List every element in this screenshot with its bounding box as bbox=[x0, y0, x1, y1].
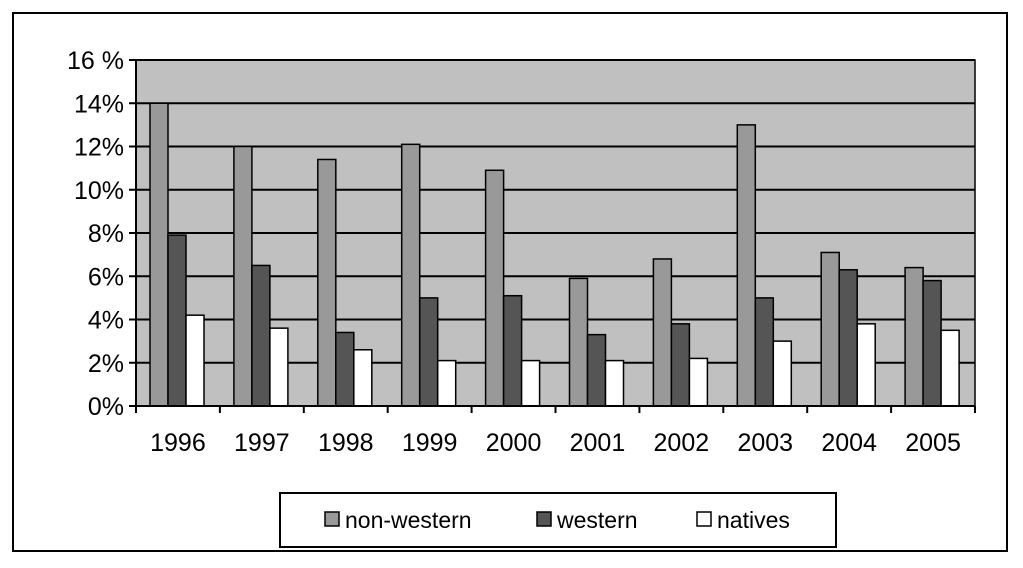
y-tick-label: 2% bbox=[88, 350, 124, 378]
bar-non-western-1999 bbox=[400, 143, 421, 407]
bar-natives-2000 bbox=[520, 359, 541, 407]
y-tick-label: 10% bbox=[74, 177, 124, 205]
y-tick-labels: 0% 2% 4% 6% 8% 10% 12% 14% 16 % bbox=[67, 47, 124, 421]
y-tick-label: 12% bbox=[74, 134, 124, 162]
y-tick-label: 4% bbox=[88, 307, 124, 335]
bar-non-western-2003 bbox=[736, 124, 757, 407]
bar-non-western-1997 bbox=[233, 145, 253, 407]
bar-natives-2005 bbox=[940, 329, 960, 407]
legend: non-western western natives bbox=[279, 492, 837, 548]
bars bbox=[149, 102, 960, 407]
bar-western-1999 bbox=[418, 297, 439, 407]
bar-western-2003 bbox=[754, 297, 775, 407]
bar-western-2005 bbox=[922, 279, 942, 407]
x-tick-label: 2001 bbox=[570, 429, 626, 457]
y-tick-label: 16 % bbox=[67, 47, 124, 75]
y-tick-label: 0% bbox=[88, 393, 124, 421]
bar-non-western-1996 bbox=[149, 102, 169, 407]
bar-western-1998 bbox=[335, 331, 355, 407]
x-tick-label: 2003 bbox=[737, 429, 793, 457]
y-tick-label: 8% bbox=[88, 220, 124, 248]
bar-natives-2001 bbox=[604, 359, 625, 407]
y-tick-label: 6% bbox=[88, 263, 124, 291]
gridlines bbox=[136, 59, 975, 364]
bar-natives-1997 bbox=[269, 327, 289, 407]
bar-western-2002 bbox=[670, 323, 691, 407]
bar-non-western-2002 bbox=[652, 258, 673, 407]
bar-natives-1996 bbox=[185, 314, 205, 407]
y-tick-label: 14% bbox=[74, 90, 124, 118]
legend-swatch-western bbox=[536, 511, 552, 527]
axes bbox=[129, 59, 976, 413]
bar-natives-2003 bbox=[772, 340, 793, 407]
legend-swatch-non-western bbox=[324, 511, 340, 527]
x-tick-label: 2004 bbox=[821, 429, 877, 457]
legend-box bbox=[279, 492, 837, 548]
legend-label-natives: natives bbox=[717, 507, 790, 533]
bar-non-western-2001 bbox=[568, 277, 589, 407]
bar-western-1997 bbox=[251, 264, 271, 407]
x-tick-label: 1999 bbox=[402, 429, 458, 457]
legend-label-western: western bbox=[556, 507, 638, 533]
x-tick-label: 2005 bbox=[905, 429, 961, 457]
bar-western-2004 bbox=[838, 269, 858, 407]
x-tick-label: 1997 bbox=[234, 429, 290, 457]
bar-non-western-2005 bbox=[904, 266, 924, 407]
bar-natives-1999 bbox=[436, 359, 457, 407]
bar-non-western-2000 bbox=[484, 169, 505, 407]
bar-western-2000 bbox=[502, 294, 523, 407]
x-tick-label: 2002 bbox=[654, 429, 710, 457]
bar-natives-2002 bbox=[688, 357, 709, 407]
x-tick-label: 2000 bbox=[486, 429, 542, 457]
bar-western-2001 bbox=[586, 333, 607, 407]
bar-non-western-1998 bbox=[317, 158, 337, 407]
x-tick-label: 1996 bbox=[150, 429, 206, 457]
x-tick-label: 1998 bbox=[318, 429, 374, 457]
bar-natives-1998 bbox=[353, 349, 373, 407]
bar-western-1996 bbox=[167, 234, 187, 407]
bar-non-western-2004 bbox=[820, 251, 840, 407]
x-tick-labels: 1996 1997 1998 1999 2000 2001 2002 2003 2004 2005 bbox=[150, 429, 961, 457]
legend-label-non-western: non-western bbox=[345, 507, 472, 533]
legend-swatch-natives bbox=[696, 511, 712, 527]
bar-natives-2004 bbox=[856, 323, 876, 407]
